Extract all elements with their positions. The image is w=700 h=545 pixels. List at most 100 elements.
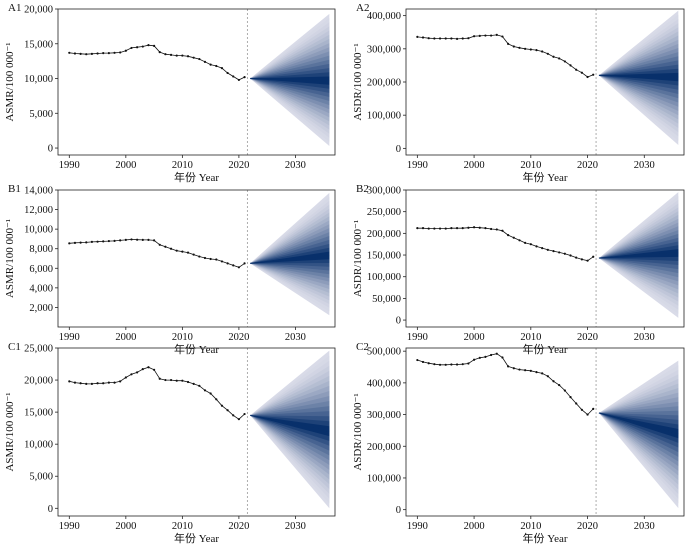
history-point (490, 353, 493, 357)
history-point (186, 380, 190, 384)
y-tick-label: 100,000 (367, 111, 401, 122)
y-tick-label: 150,000 (367, 251, 401, 262)
history-point (484, 34, 487, 37)
y-tick-label: 14,000 (24, 186, 53, 197)
history-point (501, 356, 504, 359)
history-point (153, 239, 156, 242)
y-axis-label: ASDR/100 000⁻¹ (352, 393, 364, 470)
history-point (512, 367, 515, 370)
history-point (455, 37, 459, 40)
history-point (130, 46, 133, 50)
history-point (203, 60, 207, 63)
y-axis-label: ASMR/100 000⁻¹ (4, 392, 16, 471)
history-point (586, 413, 589, 416)
projection-band (598, 412, 679, 443)
x-tick-label: 2030 (634, 160, 655, 171)
y-tick-label: 20,000 (24, 376, 53, 387)
history-point (512, 45, 515, 48)
history-point (198, 57, 201, 61)
panel-label: A2 (356, 2, 369, 14)
x-tick-label: 2030 (634, 332, 655, 343)
history-point (141, 368, 144, 371)
history-point (575, 68, 578, 71)
projection-fan (598, 360, 679, 509)
x-tick-label: 2010 (520, 160, 541, 171)
history-point (220, 260, 224, 263)
history-point (169, 247, 173, 250)
panel-label: C2 (356, 341, 369, 353)
history-point (518, 46, 521, 49)
projection-band (598, 249, 679, 259)
x-tick-label: 1990 (407, 332, 428, 343)
history-point (175, 54, 178, 57)
history-point (198, 255, 201, 258)
y-tick-label: 500,000 (367, 347, 401, 358)
history-point (175, 249, 178, 252)
x-tick-label: 2000 (464, 332, 485, 343)
history-point (495, 352, 498, 355)
y-tick-label: 25,000 (24, 344, 53, 355)
history-point (433, 363, 436, 366)
y-tick-label: 100,000 (367, 272, 401, 283)
history-point (580, 258, 583, 261)
history-point (232, 414, 235, 417)
x-tick-label: 2000 (115, 521, 136, 532)
history-point (96, 52, 99, 55)
history-point (220, 66, 224, 70)
history-point (592, 255, 595, 258)
history-point (541, 50, 544, 53)
panel-label: A1 (8, 2, 21, 14)
panel-b1: 2,000 4,000 6,000 8,000 10,000 12,000 14,000 19… (4, 183, 336, 356)
history-point (569, 64, 572, 67)
history-point (141, 45, 144, 48)
history-point (113, 381, 116, 384)
history-point (535, 49, 538, 52)
history-point (421, 36, 425, 39)
projection-center-line (598, 252, 679, 259)
history-point (592, 73, 595, 76)
y-tick-label: 10,000 (24, 440, 53, 451)
history-point (501, 35, 504, 38)
history-point (484, 227, 487, 230)
history-point (181, 250, 184, 253)
history-point (136, 46, 139, 49)
y-tick-label: 0 (48, 504, 53, 515)
y-tick-label: 0 (48, 144, 53, 155)
y-tick-label: 15,000 (24, 408, 53, 419)
history-point (455, 363, 459, 366)
y-tick-label: 4,000 (29, 283, 53, 294)
history-point (226, 409, 229, 412)
projection-band (598, 412, 679, 439)
history-point (450, 363, 453, 366)
history-point (68, 242, 71, 245)
y-tick-label: 200,000 (367, 78, 401, 89)
history-point (535, 245, 538, 248)
history-point (164, 378, 167, 382)
plot-frame (405, 347, 685, 517)
projection-center-line (598, 74, 679, 78)
history-point (73, 381, 77, 384)
x-tick-label: 2030 (285, 160, 306, 171)
y-axis-label: ASMR/100 000⁻¹ (4, 219, 16, 298)
history-point (472, 358, 476, 361)
projection-band (250, 251, 330, 264)
history-line (69, 366, 245, 420)
history-point (147, 238, 150, 242)
projection-band (250, 415, 330, 441)
history-point (147, 366, 150, 369)
history-point (232, 75, 235, 78)
y-tick-label: 10,000 (24, 225, 53, 236)
history-point (552, 55, 555, 58)
history-point (416, 358, 419, 362)
y-tick-label: 12,000 (24, 205, 53, 216)
y-tick-label: 5,000 (29, 472, 53, 483)
history-point (90, 240, 94, 243)
projection-center-line (598, 412, 679, 435)
history-point (529, 369, 532, 372)
history-point (153, 368, 156, 371)
history-point (90, 382, 94, 386)
history-point (484, 355, 487, 358)
history-point (529, 48, 532, 51)
x-tick-label: 2010 (520, 332, 541, 343)
history-line (417, 34, 594, 78)
